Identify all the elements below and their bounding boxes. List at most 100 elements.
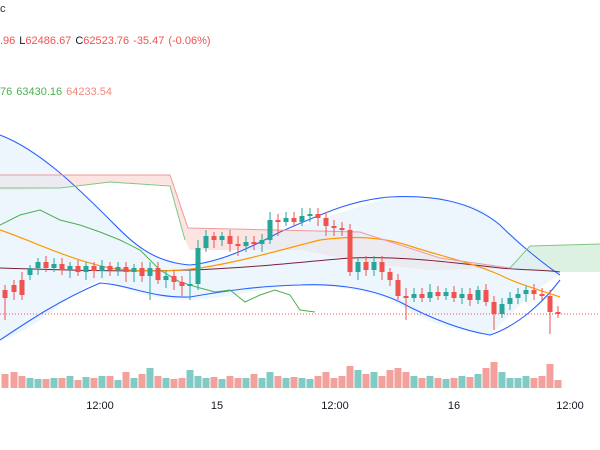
volume-bar — [522, 376, 530, 388]
volume-bar — [162, 378, 170, 388]
volume-bar — [226, 376, 234, 388]
x-tick-label: 12:00 — [86, 400, 114, 412]
volume-bar — [322, 372, 330, 388]
volume-bar — [274, 376, 282, 388]
indicator-value-3: 64233.54 — [66, 86, 113, 98]
indicator-value-2: 63430.16 — [16, 86, 63, 98]
candle-body — [19, 280, 25, 295]
volume-bar — [394, 368, 402, 388]
volume-bar — [50, 378, 58, 388]
volume-bar — [450, 378, 458, 388]
volume-bar — [554, 380, 562, 388]
indicator-value-partial: 76 — [0, 86, 13, 98]
volume-bar — [402, 372, 410, 388]
candle-body — [83, 266, 89, 272]
volume-bar — [426, 376, 434, 388]
volume-bar — [538, 376, 546, 388]
candle-body — [91, 266, 97, 271]
volume-bar — [290, 377, 298, 388]
volume-bar — [258, 378, 266, 388]
candle-body — [339, 228, 345, 230]
indicator-legend: 76 63430.16 64233.54 — [0, 85, 112, 99]
change-percent: (-0.06%) — [168, 35, 211, 47]
volume-bar — [498, 372, 506, 388]
candle-body — [203, 236, 209, 248]
candle-body — [235, 244, 241, 246]
candle-body — [147, 268, 153, 276]
volume-bar — [90, 378, 98, 388]
candle-body — [331, 226, 337, 228]
candle-body — [59, 264, 65, 270]
volume-bar — [338, 376, 346, 388]
volume-bar — [66, 376, 74, 388]
candle-body — [467, 294, 473, 300]
candle-body — [219, 236, 225, 240]
volume-bar — [434, 378, 442, 388]
volume-bar — [210, 377, 218, 388]
candle-body — [507, 298, 513, 304]
change-value: -35.47 — [133, 35, 165, 47]
volume-bar — [130, 378, 138, 388]
candle-body — [155, 268, 161, 280]
bollinger-middle-line — [0, 257, 561, 273]
candle-body — [283, 218, 289, 222]
volume-bar — [26, 378, 34, 388]
candle-body — [347, 230, 353, 272]
volume-bar — [250, 374, 258, 388]
volume-bar — [18, 376, 26, 388]
volume-bar — [170, 379, 178, 388]
candle-body — [179, 282, 185, 286]
candle-body — [275, 220, 281, 222]
volume-bar — [298, 378, 306, 388]
open-value-partial: .96 — [0, 35, 16, 47]
candle-body — [267, 220, 273, 240]
candle-body — [523, 290, 529, 294]
candle-body — [371, 262, 377, 270]
candle-body — [531, 290, 537, 294]
ohlc-legend: .96 L62486.67 C62523.76 -35.47 (-0.06%) — [0, 34, 211, 48]
volume-bar — [106, 376, 114, 388]
candle-body — [107, 266, 113, 270]
volume-bar — [42, 379, 50, 388]
candle-body — [27, 268, 33, 275]
volume-bar — [378, 376, 386, 388]
volume-bar — [330, 378, 338, 388]
candle-body — [299, 216, 305, 222]
volume-bar — [346, 366, 354, 388]
candle-body — [195, 248, 201, 284]
volume-bar — [266, 372, 274, 388]
volume-bar — [370, 372, 378, 388]
volume-bar — [114, 380, 122, 388]
candle-body — [387, 272, 393, 280]
candle-body — [323, 218, 329, 226]
candle-body — [363, 262, 369, 270]
candle-body — [315, 214, 321, 218]
ichimoku-green-span-right — [509, 243, 600, 269]
volume-bar — [178, 378, 186, 388]
candle-body — [499, 304, 505, 314]
candle-body — [11, 285, 17, 292]
candle-body — [115, 267, 121, 270]
candle-body — [43, 262, 49, 268]
volume-bar — [202, 378, 210, 388]
volume-bar — [234, 378, 242, 388]
candle-body — [491, 302, 497, 314]
volume-series — [1, 362, 562, 388]
candle-body — [539, 294, 545, 296]
volume-bar — [98, 376, 106, 388]
candle-body — [211, 236, 217, 240]
candle-body — [123, 267, 129, 272]
volume-bar — [514, 378, 522, 388]
ichimoku-span-green — [0, 181, 186, 241]
candle-body — [411, 294, 417, 298]
bollinger-upper-line — [0, 134, 561, 276]
close-label: C — [75, 35, 84, 47]
candle-body — [483, 290, 489, 302]
volume-bar — [466, 377, 474, 388]
candle-body — [403, 296, 409, 298]
volume-bar — [186, 370, 194, 388]
candle-body — [131, 268, 137, 272]
candle-body — [99, 266, 105, 271]
x-tick-label: 12:00 — [321, 400, 349, 412]
